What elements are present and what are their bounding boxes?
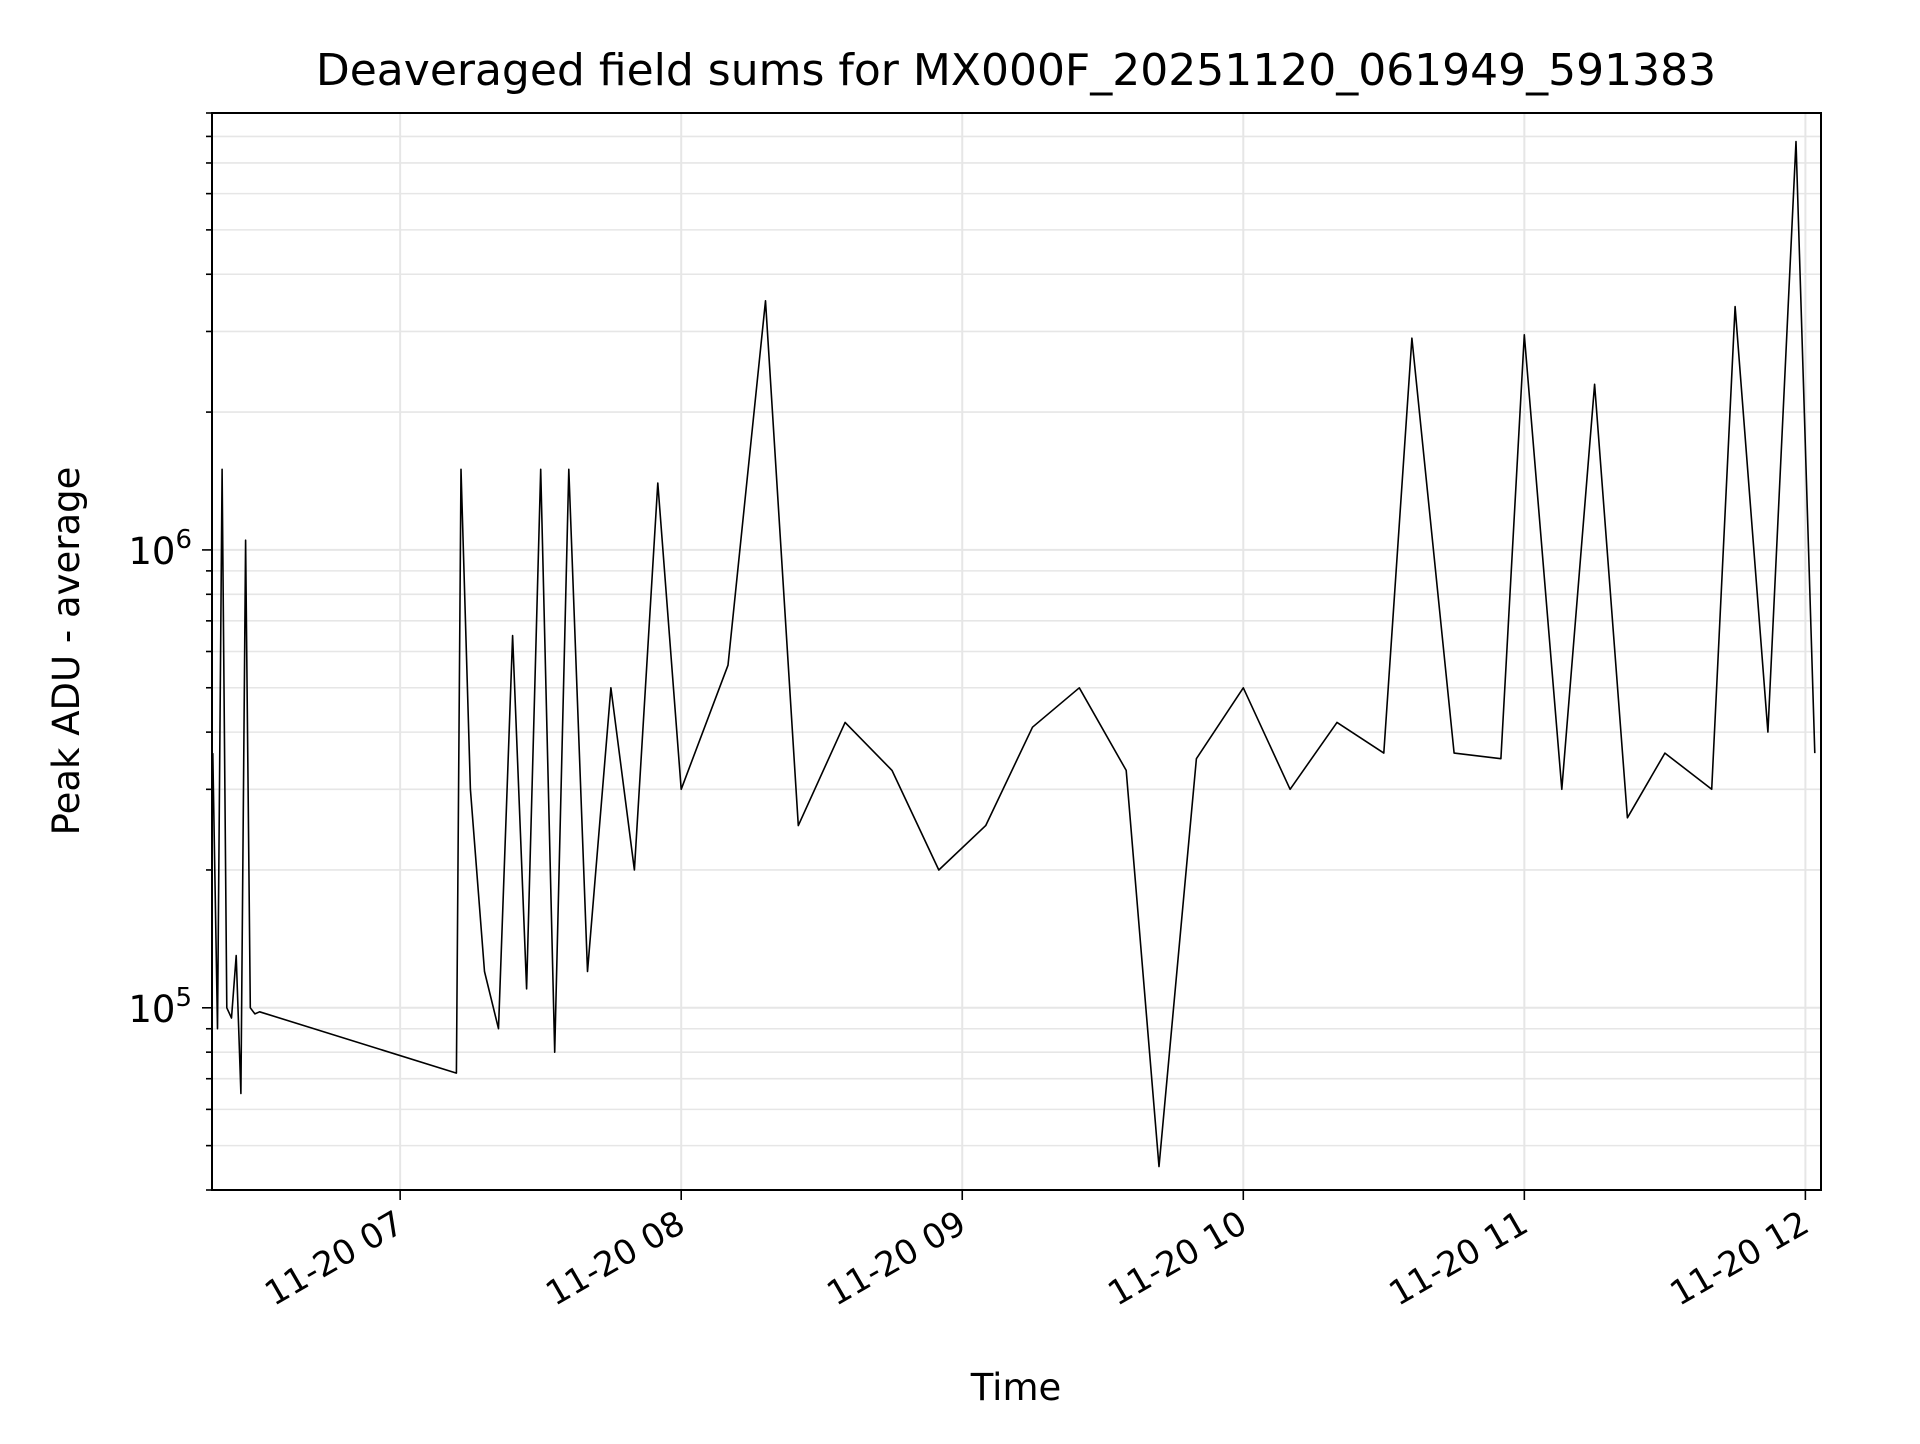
- x-axis-label: Time: [970, 1366, 1062, 1409]
- x-tick-label: 11-20 07: [258, 1203, 410, 1314]
- chart-title: Deaveraged field sums for MX000F_2025112…: [316, 45, 1716, 96]
- x-tick-label: 11-20 11: [1382, 1203, 1534, 1314]
- y-axis-label: Peak ADU - average: [45, 467, 88, 836]
- grid: [212, 112, 1821, 1191]
- x-tick-label: 11-20 08: [539, 1203, 691, 1314]
- x-tick-label: 11-20 10: [1101, 1203, 1253, 1314]
- series-line: [212, 140, 1816, 1168]
- series-layer: [212, 140, 1816, 1168]
- y-tick-label: 106: [128, 525, 192, 573]
- x-tick-label: 11-20 09: [820, 1203, 972, 1314]
- x-tick-label: 11-20 12: [1663, 1203, 1815, 1314]
- x-axis: 11-20 07 11-20 08 11-20 09 11-20 10 11-20 11…: [258, 1190, 1816, 1314]
- y-tick-label: 105: [128, 983, 192, 1031]
- y-axis: 105 106: [128, 112, 212, 1191]
